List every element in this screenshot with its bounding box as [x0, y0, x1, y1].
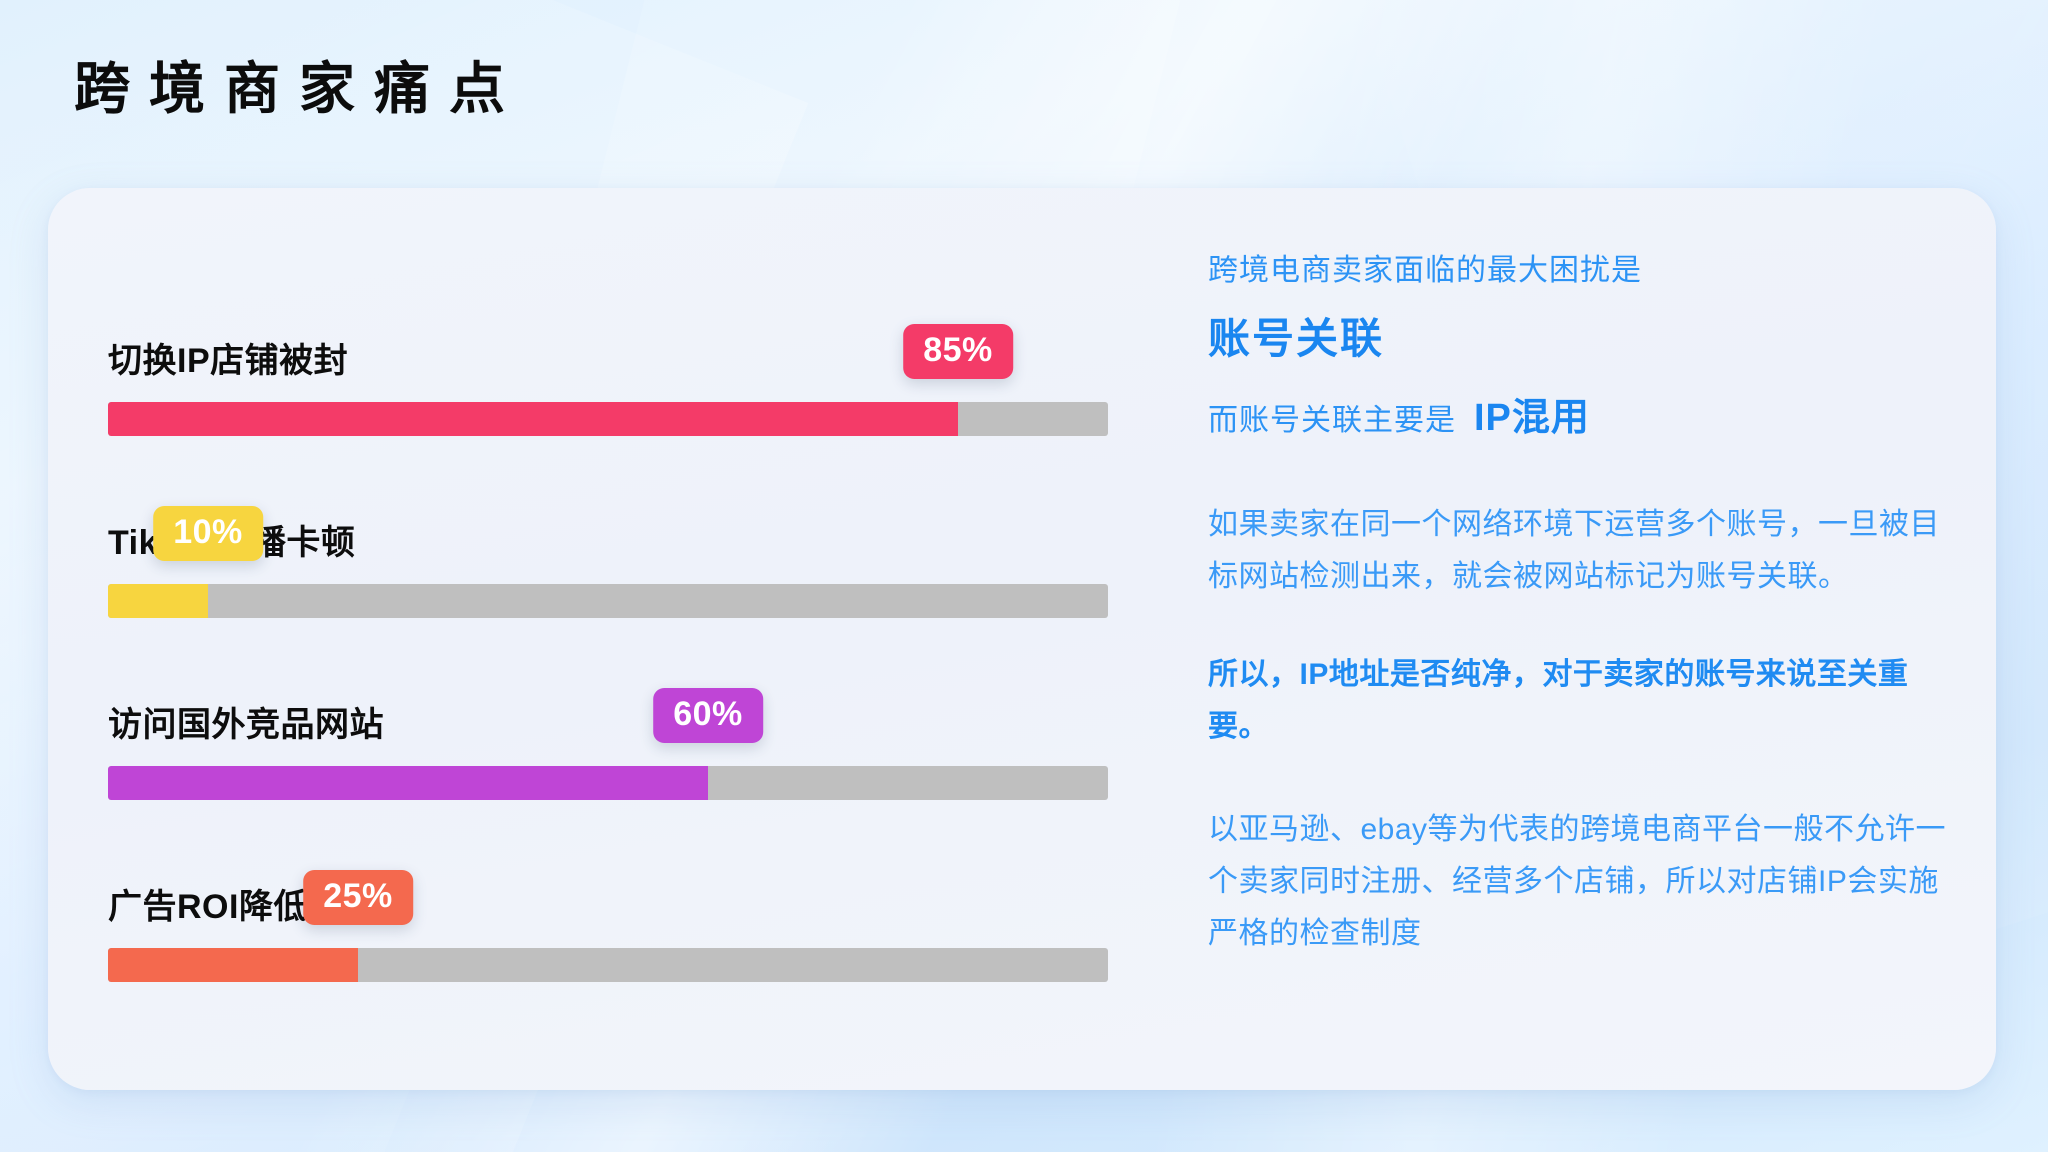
bar-value-badge: 10% — [153, 506, 263, 562]
bar-value-badge: 85% — [903, 324, 1013, 380]
copy-subline: 而账号关联主要是 IP混用 — [1208, 390, 1968, 447]
copy-subline-strong: IP混用 — [1474, 396, 1590, 439]
bar-header: TikTok直播卡顿 10% — [108, 506, 1163, 570]
bar-row: 访问国外竞品网站 60% — [108, 688, 1163, 800]
pain-point-bar-chart: 切换IP店铺被封 85% TikTok直播卡顿 10% 访问国外竞品网站 — [108, 248, 1163, 1038]
copy-paragraph-1: 如果卖家在同一个网络环境下运营多个账号，一旦被目标网站检测出来，就会被网站标记为… — [1208, 507, 1940, 594]
copy-subline-prefix: 而账号关联主要是 — [1208, 403, 1456, 437]
bar-header: 切换IP店铺被封 85% — [108, 324, 1163, 388]
bar-track — [108, 584, 1108, 618]
bar-track — [108, 948, 1108, 982]
content-card: 切换IP店铺被封 85% TikTok直播卡顿 10% 访问国外竞品网站 — [48, 188, 1996, 1090]
copy-lead: 跨境电商卖家面临的最大困扰是 — [1208, 254, 1642, 287]
bar-label: 广告ROI降低 — [108, 887, 308, 926]
bar-header: 广告ROI降低 25% — [108, 870, 1163, 934]
page-title: 跨境商家痛点 — [74, 57, 524, 120]
bar-fill — [108, 948, 358, 982]
bar-label: 访问国外竞品网站 — [108, 705, 384, 744]
bar-track — [108, 402, 1108, 436]
bar-row: TikTok直播卡顿 10% — [108, 506, 1163, 618]
bar-fill — [108, 402, 958, 436]
bar-value-badge: 60% — [653, 688, 763, 744]
bar-fill — [108, 766, 708, 800]
bar-row: 广告ROI降低 25% — [108, 870, 1163, 982]
bar-fill — [108, 584, 208, 618]
bar-row: 切换IP店铺被封 85% — [108, 324, 1163, 436]
bar-header: 访问国外竞品网站 60% — [108, 688, 1163, 752]
copy-paragraph-3: 以亚马逊、ebay等为代表的跨境电商平台一般不允许一个卖家同时注册、经营多个店铺… — [1208, 812, 1947, 951]
copy-paragraph-2: 所以，IP地址是否纯净，对于卖家的账号来说至关重要。 — [1208, 658, 1909, 744]
bar-value-badge: 25% — [303, 870, 413, 926]
copy-keyword: 账号关联 — [1208, 315, 1385, 362]
bar-track — [108, 766, 1108, 800]
bar-label: 切换IP店铺被封 — [108, 341, 349, 380]
explanation-panel: 跨境电商卖家面临的最大困扰是 账号关联 而账号关联主要是 IP混用 如果卖家在同… — [1208, 218, 1968, 960]
